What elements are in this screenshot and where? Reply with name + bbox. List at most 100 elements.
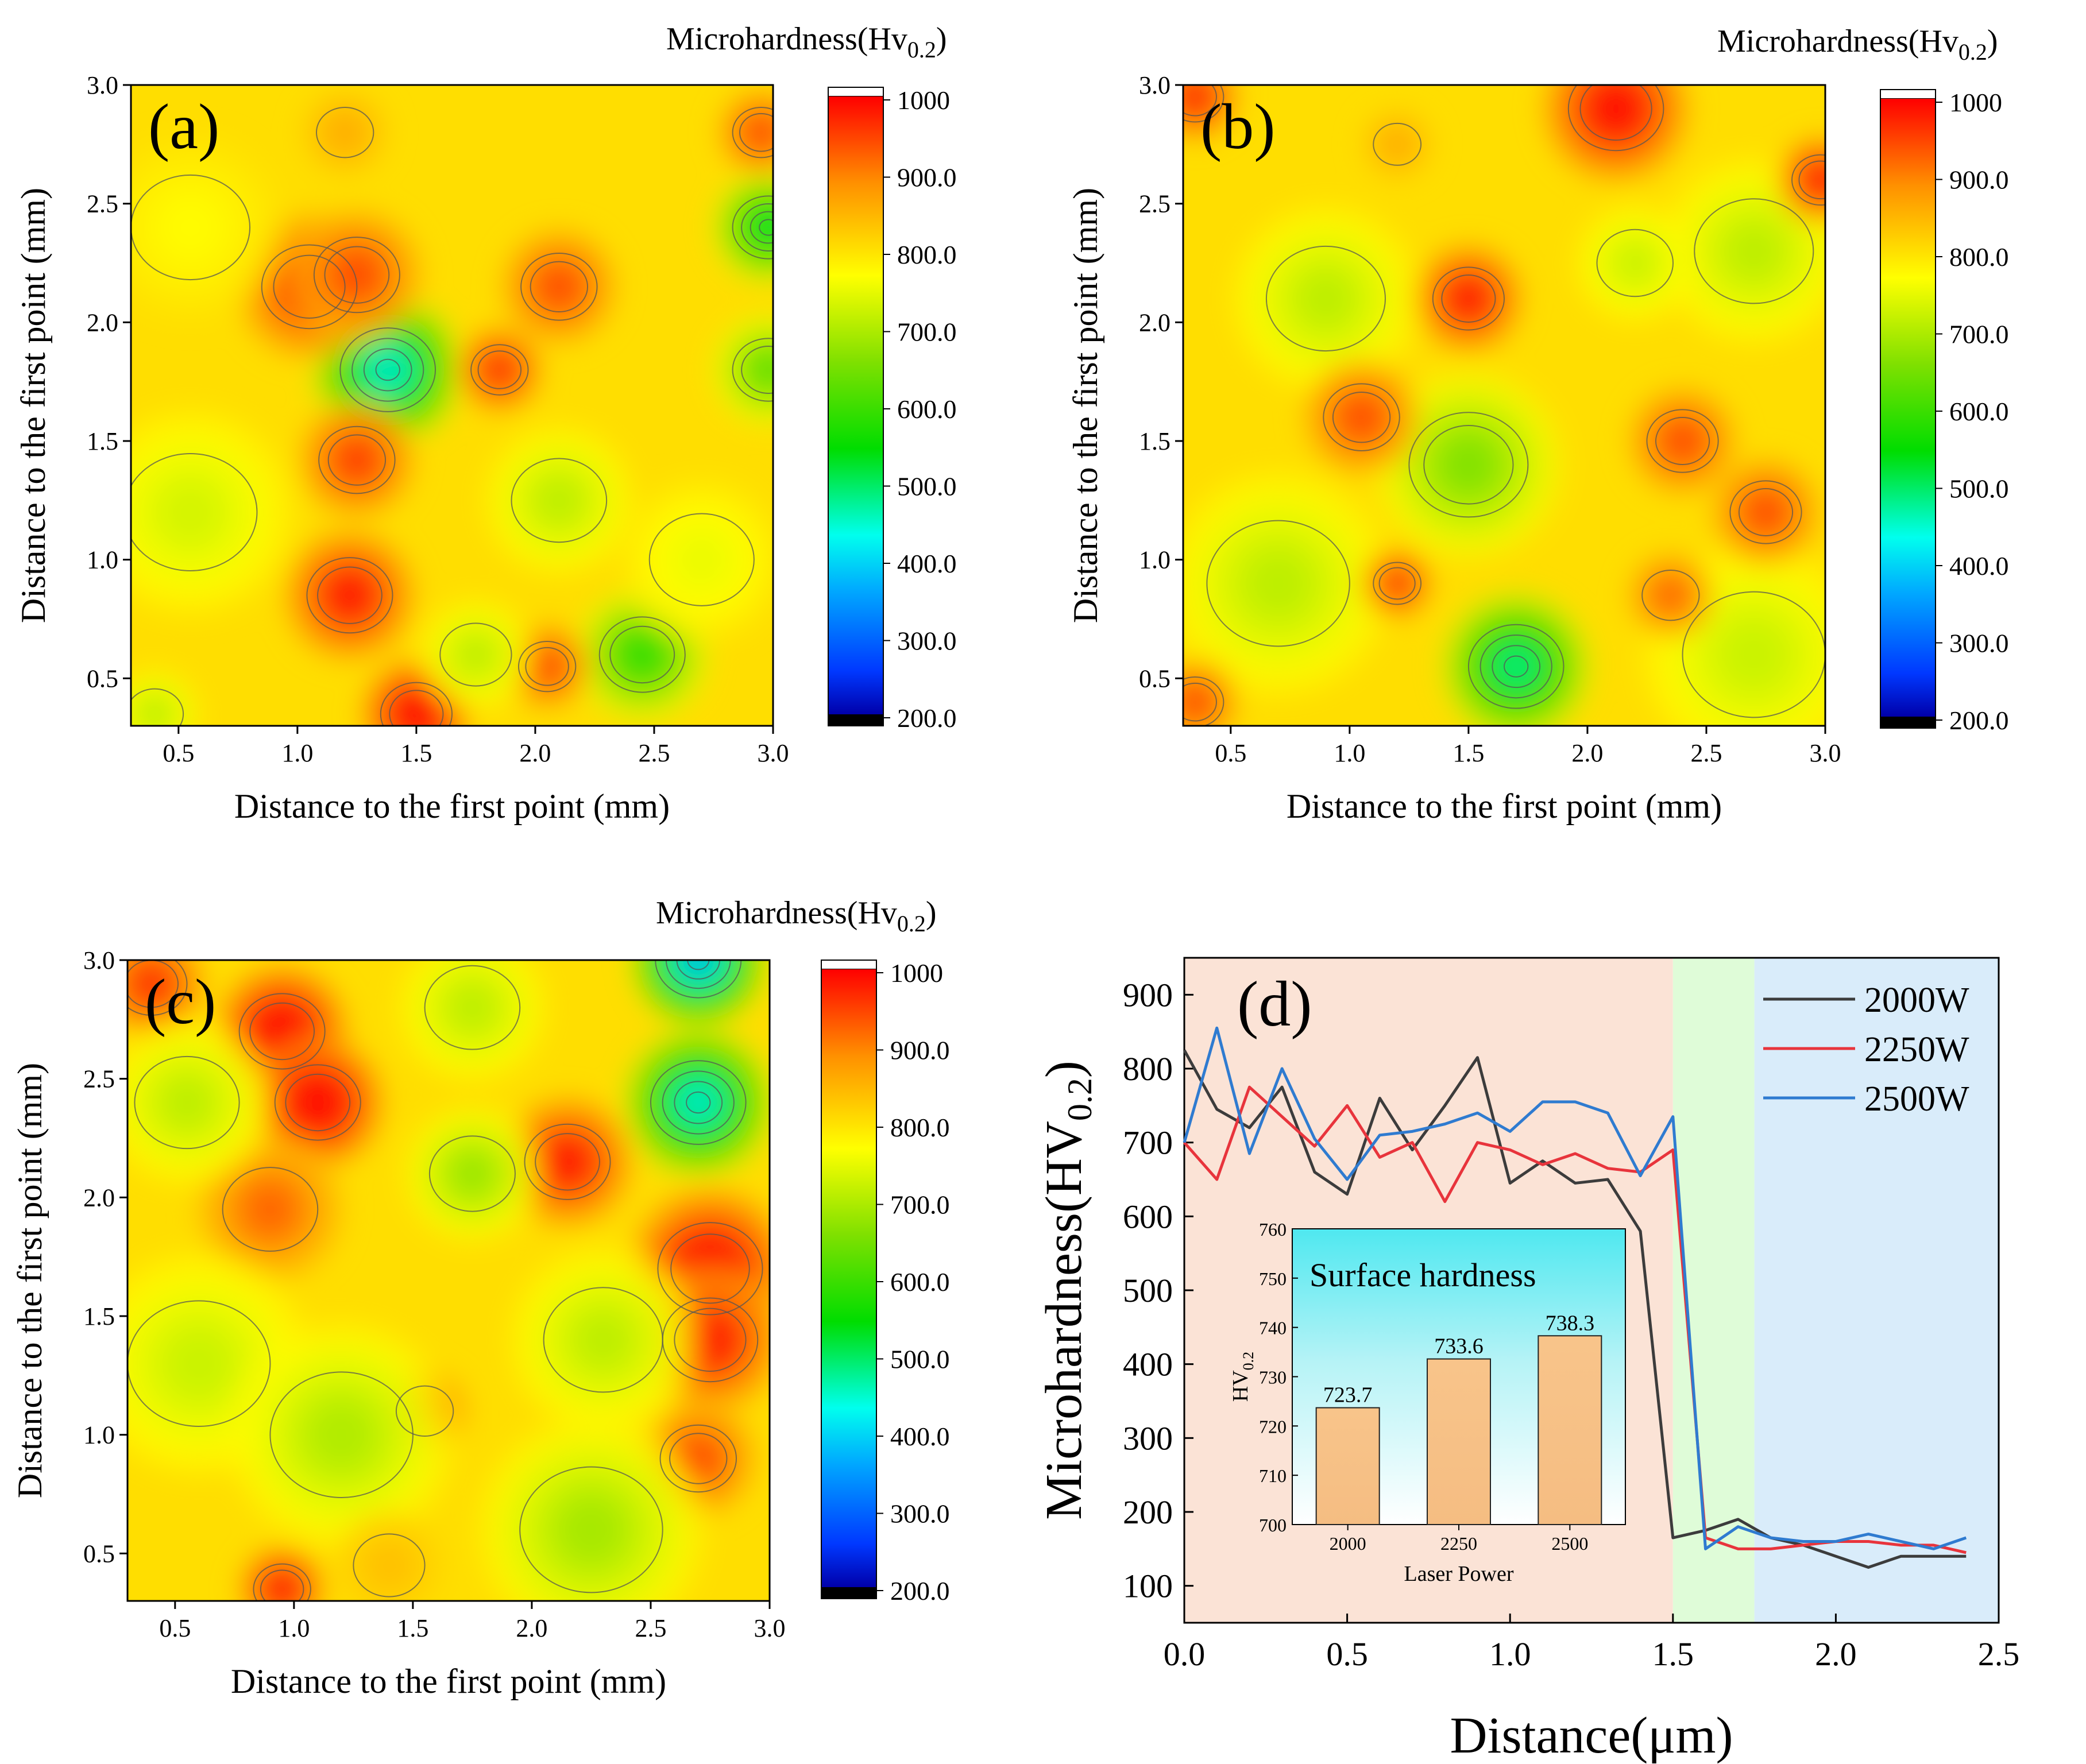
y-tick-label: 2.5 — [83, 1065, 115, 1093]
y-tick-label: 2.5 — [87, 190, 118, 218]
contour-line — [318, 425, 396, 494]
colorbar-title: Microhardness(Hv0.2) — [656, 895, 937, 937]
colorbar-tick-label: 300.0 — [890, 1499, 950, 1529]
y-tick-label: 2.0 — [87, 308, 118, 336]
contour-line — [1467, 624, 1565, 709]
inset-y-axis-label-sub: 0.2 — [1240, 1352, 1257, 1371]
contour-lines — [128, 960, 763, 1601]
colorbar-title-sub: 0.2 — [897, 911, 926, 937]
inset-y-axis-label-main: HV — [1229, 1370, 1253, 1402]
series-line-2000W — [1183, 1049, 1967, 1569]
colorbar-tick-label: 200.0 — [897, 703, 957, 733]
inset-title: Surface hardness — [1309, 1256, 1536, 1294]
y-tick-label: 1.0 — [1139, 546, 1171, 574]
x-tick-label: 1.0 — [1489, 1635, 1531, 1673]
colorbar-tick-label: 600.0 — [890, 1267, 950, 1297]
y-axis-label: Distance to the first point (mm) — [14, 188, 52, 623]
colorbar-tick-label: 1000 — [890, 958, 943, 988]
contour-line — [655, 960, 742, 999]
colorbar-tick-label: 400.0 — [890, 1422, 950, 1451]
colorbar-bottom-cap — [821, 1587, 876, 1599]
contour-line — [609, 625, 675, 684]
inset-y-axis-label: HV0.2 — [1229, 1352, 1257, 1402]
y-tick-label: 800 — [1123, 1050, 1173, 1088]
contour-line — [327, 434, 387, 486]
colorbar-title-sub: 0.2 — [1958, 39, 1987, 65]
colorbar-tick-label: 500.0 — [1949, 474, 2009, 504]
hardness-region — [1668, 427, 1697, 455]
panel-label: (b) — [1200, 91, 1276, 163]
inset-y-tick-label: 720 — [1259, 1416, 1287, 1437]
y-tick-label: 700 — [1123, 1124, 1173, 1162]
contour-line — [1332, 391, 1391, 443]
hardness-region — [166, 1081, 208, 1124]
panel-label: (c) — [145, 966, 216, 1038]
hardness-region — [271, 1577, 294, 1601]
inset-y-tick-label: 700 — [1259, 1515, 1287, 1535]
y-tick-label: 1.5 — [83, 1302, 115, 1330]
contour-fields — [1183, 85, 1825, 726]
contour-line — [306, 557, 393, 634]
hardness-region — [164, 485, 217, 539]
contour-panel-c: 0.5 1.0 1.5 2.0 2.5 3.0 0.5 1.0 1.5 2.0 2.5 3.0 Dist… — [11, 895, 950, 1700]
y-tick-label: 3.0 — [83, 946, 115, 974]
y-tick-label: 600 — [1123, 1198, 1173, 1235]
contour-line — [375, 358, 400, 381]
hardness-region — [540, 481, 578, 520]
hardness-region — [143, 702, 167, 726]
contour-line — [1441, 274, 1496, 323]
contour-line — [1432, 266, 1505, 331]
hardness-region — [1730, 227, 1778, 275]
contour-line — [657, 1222, 763, 1316]
contour-line — [670, 1233, 750, 1304]
inset-y-tick-label: 760 — [1259, 1219, 1287, 1240]
inset-bar-chart: 700 710 720 730 740 750 760 723.7 2000 733.6 2250 7… — [1229, 1219, 1626, 1586]
contour-line — [1738, 488, 1794, 536]
colorbar-bottom-cap — [828, 714, 883, 726]
x-tick-label: 1.0 — [278, 1614, 310, 1642]
hardness-region — [1809, 168, 1825, 192]
contour-panel-b: 0.5 1.0 1.5 2.0 2.5 3.0 0.5 1.0 1.5 2.0 2.5 3.0 Dist… — [1067, 24, 2009, 825]
contour-line — [1323, 383, 1400, 451]
colorbar-tick-label: 300.0 — [1949, 629, 2009, 658]
contour-line — [1183, 676, 1224, 726]
colorbar-title-main: Microhardness(Hv — [656, 895, 897, 931]
contour-line — [669, 1433, 728, 1484]
hardness-region — [681, 539, 723, 581]
contour-line — [353, 1533, 426, 1597]
y-tick-label: 1.0 — [83, 1421, 115, 1449]
y-axis-label-main: Microhardness(HV — [1036, 1121, 1092, 1520]
colorbar-tick-label: 600.0 — [1949, 397, 2009, 426]
colorbar-frame — [1880, 89, 1936, 729]
contour-line — [732, 106, 773, 158]
contour-line — [317, 566, 383, 624]
hardness-region — [1249, 555, 1307, 612]
hardness-region — [1620, 247, 1651, 278]
inset-bar-value-label: 723.7 — [1323, 1383, 1373, 1407]
inset-bar-2500 — [1538, 1335, 1602, 1525]
contour-line — [351, 338, 424, 402]
x-tick-label: 1.0 — [281, 739, 313, 767]
line-panel-d: 0.0 0.5 1.0 1.5 2.0 2.5 100 200 300 400 500 600 700 8… — [1036, 957, 2019, 1764]
y-tick-label: 2.0 — [1139, 308, 1171, 336]
x-tick-label: 0.5 — [1215, 739, 1246, 767]
hardness-region — [1751, 498, 1780, 527]
colorbar-tick-label: 600.0 — [897, 394, 957, 424]
x-tick-label: 1.5 — [400, 739, 432, 767]
x-tick-label: 1.5 — [1453, 739, 1484, 767]
contour-line — [1408, 412, 1529, 518]
hardness-region — [550, 1144, 585, 1179]
contour-line — [1567, 85, 1664, 152]
axis-ticks: 0.5 1.0 1.5 2.0 2.5 3.0 0.5 1.0 1.5 2.0 2.5 3.0 — [87, 71, 789, 767]
x-tick-label: 2.0 — [1815, 1635, 1857, 1673]
colorbar-gradient — [1880, 99, 1936, 717]
y-tick-label: 2.5 — [1139, 190, 1171, 218]
y-axis-label-close: ) — [1036, 1061, 1092, 1078]
contour-line — [380, 682, 453, 726]
hardness-region — [1725, 626, 1783, 683]
contour-line — [674, 1307, 747, 1372]
y-tick-label: 0.5 — [83, 1539, 115, 1568]
contour-line — [315, 106, 374, 158]
hardness-region — [691, 1321, 729, 1359]
contour-plot-area — [128, 960, 770, 1601]
